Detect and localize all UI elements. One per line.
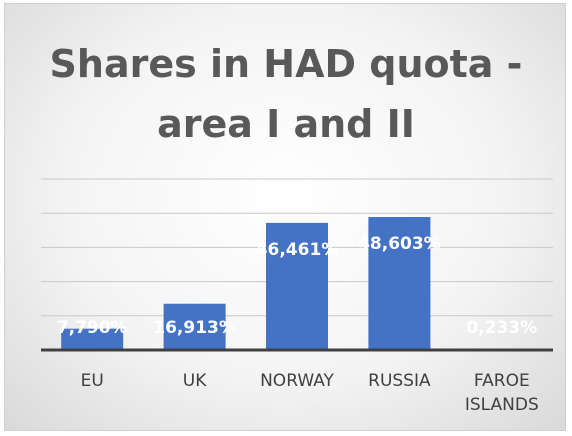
x-tick-label: EU	[80, 371, 104, 391]
x-tick-label: NORWAY	[260, 371, 334, 391]
bar	[368, 217, 431, 350]
x-tick-label: UK	[182, 371, 207, 391]
x-tick-label: FAROE ISLANDS	[464, 371, 539, 415]
data-label: 46,461%	[256, 240, 339, 260]
data-label: 16,913%	[153, 318, 236, 338]
chart-title: Shares in HAD quota - area I and II	[49, 42, 523, 146]
bar	[163, 303, 226, 350]
plot: 7,790% 16,913% 46,461% 48,603% 0,233%	[41, 178, 553, 352]
x-tick-label: RUSSIA	[368, 371, 431, 391]
data-label: 0,233%	[466, 318, 537, 338]
chart: Shares in HAD quota - area I and II 7,79…	[4, 3, 566, 431]
data-label: 7,790%	[57, 318, 128, 338]
bar	[61, 328, 124, 350]
bar	[266, 222, 328, 350]
data-label: 48,603%	[358, 234, 441, 254]
